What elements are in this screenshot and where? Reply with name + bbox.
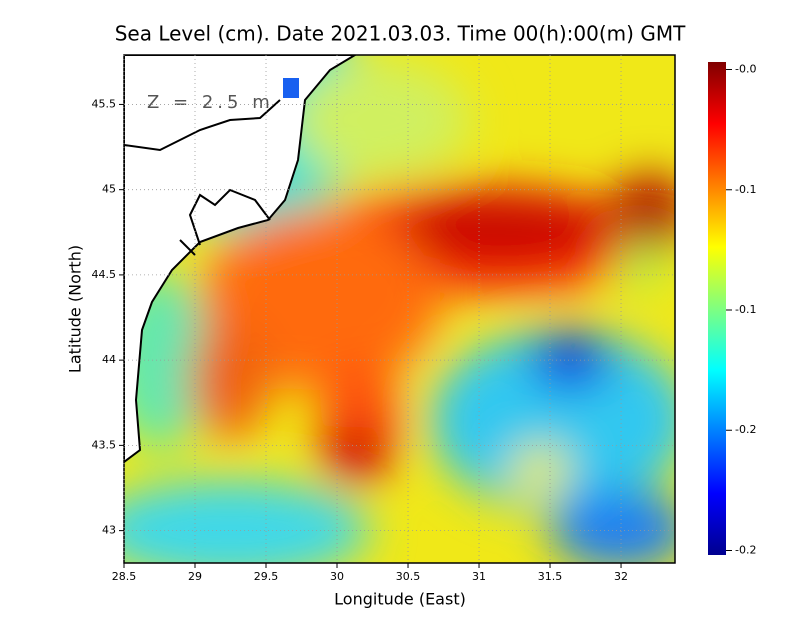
chart-title: Sea Level (cm). Date 2021.03.03. Time 00… bbox=[115, 22, 686, 46]
x-tick-label: 29.5 bbox=[254, 570, 279, 583]
lagoon bbox=[283, 78, 299, 98]
y-tick-label: 44.5 bbox=[92, 268, 117, 281]
land bbox=[124, 55, 357, 464]
y-tick-label: 45.5 bbox=[92, 97, 117, 110]
x-tick-label: 31.5 bbox=[538, 570, 563, 583]
x-tick-label: 32 bbox=[614, 570, 628, 583]
x-tick-label: 31 bbox=[472, 570, 486, 583]
x-tick-label: 29 bbox=[188, 570, 202, 583]
y-tick-label: 43.5 bbox=[92, 438, 117, 451]
colorbar-tick-label: -0.0 bbox=[735, 63, 756, 76]
x-tick-label: 28.5 bbox=[112, 570, 137, 583]
y-tick-label: 45 bbox=[102, 183, 116, 196]
plot-frame bbox=[123, 54, 676, 564]
colorbar bbox=[708, 62, 726, 555]
coastline bbox=[124, 99, 281, 256]
field: Z = 2.5 m bbox=[124, 55, 675, 563]
y-axis-label: Latitude (North) bbox=[66, 245, 85, 373]
colorbar-tick-label: -0.1 bbox=[735, 183, 756, 196]
y-tick-label: 43 bbox=[102, 524, 116, 537]
x-tick-label: 30 bbox=[330, 570, 344, 583]
x-tick-label: 30.5 bbox=[396, 570, 421, 583]
y-tick-label: 44 bbox=[102, 353, 116, 366]
colorbar-tick-label: -0.2 bbox=[735, 423, 756, 436]
x-axis-label: Longitude (East) bbox=[334, 590, 466, 609]
colorbar-tick-label: -0.1 bbox=[735, 303, 756, 316]
colorbar-tick-label: -0.2 bbox=[735, 543, 756, 556]
annotation: Z = 2.5 m bbox=[147, 92, 274, 113]
